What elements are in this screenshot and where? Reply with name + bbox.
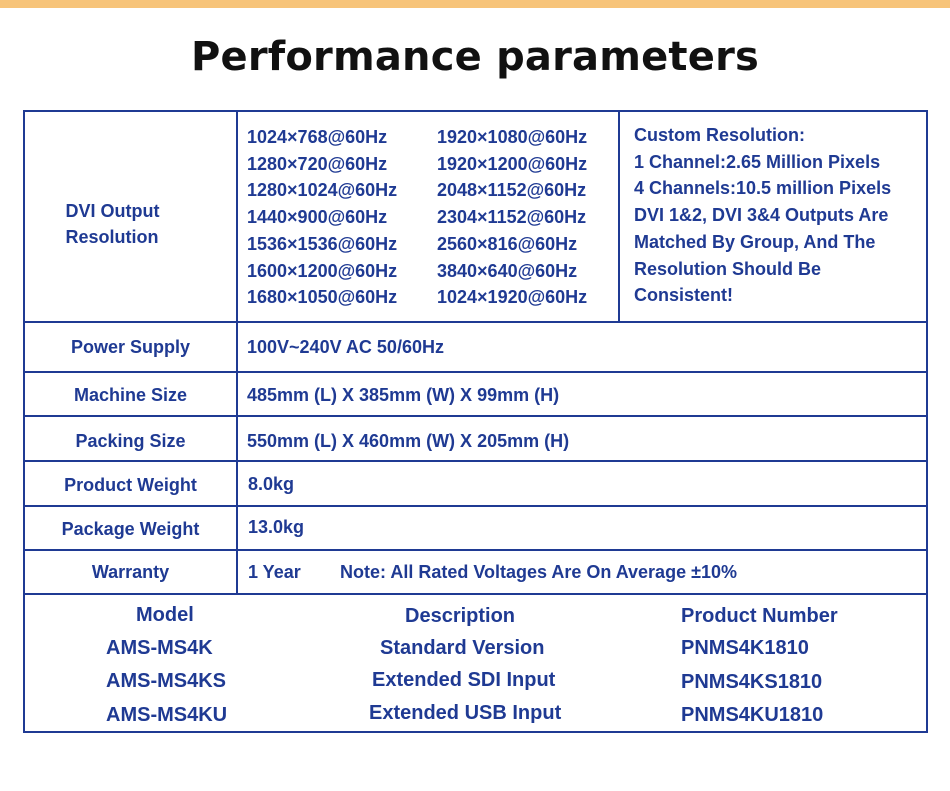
resolution-item: 1024×1920@60Hz — [437, 287, 588, 308]
dvi-label-line: DVI Output — [65, 201, 160, 221]
resolution-item: 1920×1080@60Hz — [437, 127, 588, 147]
machine-size-label: Machine Size — [73, 385, 188, 405]
row-divider — [25, 371, 926, 373]
product-weight-value: 8.0kg — [248, 474, 295, 494]
custom-line: DVI 1&2, DVI 3&4 Outputs Are — [634, 205, 889, 226]
model-description: Extended SDI Input — [372, 669, 556, 691]
power-supply-value: 100V~240V AC 50/60Hz — [247, 337, 444, 357]
row-divider — [25, 460, 926, 462]
resolution-list-2: 1920×1080@60Hz 1920×1200@60Hz 2048×1152@… — [437, 124, 587, 311]
model-description: Standard Version — [380, 637, 545, 659]
model-description: Extended USB Input — [369, 702, 562, 724]
machine-size-value: 485mm (L) X 385mm (W) X 99mm (H) — [247, 385, 560, 405]
model-header: Model — [136, 604, 194, 626]
package-weight-value: 13.0kg — [248, 517, 305, 537]
resolution-item: 1280×720@60Hz — [247, 153, 388, 174]
resolution-item: 1920×1200@60Hz — [437, 153, 588, 174]
resolution-item: 1024×768@60Hz — [247, 127, 388, 147]
warranty-value: 1 Year — [248, 562, 301, 582]
row-divider — [25, 321, 926, 323]
custom-resolution-note: Custom Resolution: 1 Channel:2.65 Millio… — [634, 122, 891, 309]
product-weight-label: Product Weight — [64, 475, 197, 495]
model-name: AMS-MS4K — [106, 637, 213, 659]
dvi-output-label: DVI Output Resolution — [25, 198, 236, 250]
power-supply-label: Power Supply — [70, 337, 191, 357]
model-name: AMS-MS4KU — [106, 704, 228, 726]
model-product-number: PNMS4K1810 — [681, 637, 809, 659]
column-divider — [236, 112, 238, 593]
custom-line: 4 Channels:10.5 million Pixels — [634, 178, 892, 199]
dvi-label-line: Resolution — [65, 227, 159, 247]
resolution-item: 2048×1152@60Hz — [437, 180, 587, 201]
parameters-table: DVI Output Resolution 1024×768@60Hz 1280… — [23, 110, 928, 733]
resolution-item: 1680×1050@60Hz — [247, 287, 398, 308]
product-number-header: Product Number — [681, 605, 838, 627]
row-divider — [25, 593, 926, 595]
model-name: AMS-MS4KS — [106, 670, 227, 692]
custom-line: Resolution Should Be — [634, 258, 821, 279]
model-product-number: PNMS4KU1810 — [681, 704, 824, 726]
resolution-item: 1280×1024@60Hz — [247, 180, 398, 201]
column-divider — [618, 112, 620, 321]
warranty-label: Warranty — [91, 562, 170, 582]
page-title: Performance parameters — [190, 34, 760, 80]
resolution-item: 2560×816@60Hz — [437, 233, 578, 254]
row-divider — [25, 549, 926, 551]
packing-size-label: Packing Size — [75, 431, 186, 451]
custom-line: Custom Resolution: — [634, 125, 805, 145]
resolution-list-1: 1024×768@60Hz 1280×720@60Hz 1280×1024@60… — [247, 124, 397, 311]
resolution-item: 2304×1152@60Hz — [437, 207, 587, 228]
row-divider — [25, 505, 926, 507]
package-weight-label: Package Weight — [61, 519, 200, 539]
resolution-item: 3840×640@60Hz — [437, 260, 578, 281]
model-product-number: PNMS4KS1810 — [681, 671, 823, 693]
packing-size-value: 550mm (L) X 460mm (W) X 205mm (H) — [247, 431, 570, 451]
custom-line: Matched By Group, And The — [634, 231, 876, 252]
row-divider — [25, 415, 926, 417]
resolution-item: 1536×1536@60Hz — [247, 233, 398, 254]
custom-line: Consistent! — [634, 285, 733, 306]
custom-line: 1 Channel:2.65 Million Pixels — [634, 151, 881, 172]
voltage-note: Note: All Rated Voltages Are On Average … — [340, 562, 737, 582]
resolution-item: 1440×900@60Hz — [247, 207, 388, 228]
top-accent-bar — [0, 0, 950, 8]
description-header: Description — [405, 605, 516, 627]
resolution-item: 1600×1200@60Hz — [247, 260, 398, 281]
